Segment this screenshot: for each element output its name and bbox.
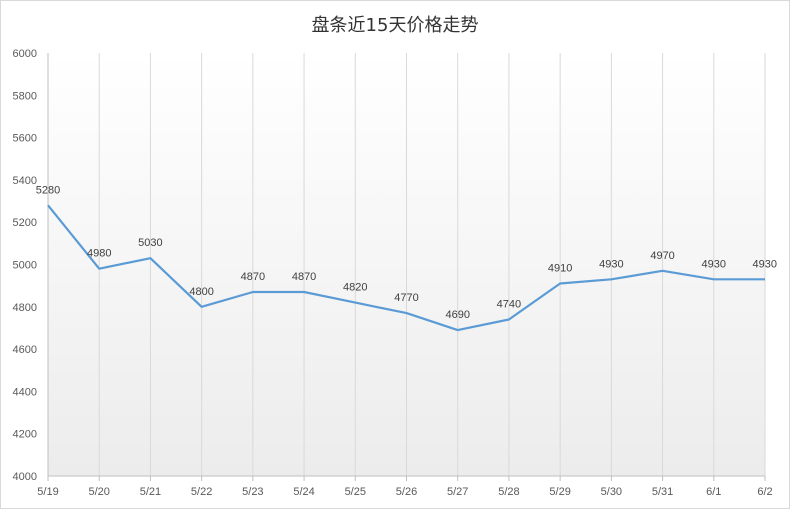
data-label: 4980 <box>87 248 111 260</box>
y-tick-label: 6000 <box>13 48 37 60</box>
data-label: 4770 <box>394 292 418 304</box>
x-tick-label: 5/29 <box>549 486 570 498</box>
data-label: 5280 <box>36 184 60 196</box>
y-tick-label: 5600 <box>13 133 37 145</box>
price-line <box>47 204 765 332</box>
x-tick-label: 5/19 <box>37 486 58 498</box>
x-tick-label: 5/30 <box>601 486 622 498</box>
data-label: 4930 <box>702 258 726 270</box>
x-tick-label: 6/1 <box>706 486 721 498</box>
series-line <box>47 204 765 332</box>
data-label: 4930 <box>599 258 623 270</box>
y-tick-label: 5200 <box>13 217 37 229</box>
data-label: 4740 <box>497 298 521 310</box>
data-label: 4970 <box>650 250 674 262</box>
data-label: 4910 <box>548 263 572 275</box>
data-labels: 5280 4980 5030 4800 4870 4870 4820 4770 4690 4740… <box>36 184 777 321</box>
x-tick-label: 5/26 <box>396 486 417 498</box>
y-tick-label: 4000 <box>13 471 37 483</box>
y-tick-label: 5800 <box>13 90 37 102</box>
x-tick-label: 5/21 <box>140 486 161 498</box>
data-label: 4930 <box>753 258 777 270</box>
data-label: 4870 <box>241 271 265 283</box>
x-tick-label: 5/24 <box>293 486 314 498</box>
x-axis-ticks: 5/19 5/20 5/21 5/22 5/23 5/24 5/25 5/26 5/27 5/28… <box>37 476 773 498</box>
data-label: 5030 <box>138 237 162 249</box>
x-tick-label: 5/27 <box>447 486 468 498</box>
x-tick-label: 5/31 <box>652 486 673 498</box>
data-label: 4820 <box>343 282 367 294</box>
x-tick-label: 5/28 <box>498 486 519 498</box>
y-tick-label: 5400 <box>13 175 37 187</box>
x-tick-label: 5/25 <box>345 486 366 498</box>
y-tick-label: 4800 <box>13 302 37 314</box>
grid-lines <box>98 53 766 476</box>
y-tick-label: 5000 <box>13 260 37 272</box>
data-label: 4800 <box>189 286 213 298</box>
x-tick-label: 6/2 <box>757 486 772 498</box>
y-tick-label: 4400 <box>13 386 37 398</box>
y-tick-label: 4200 <box>13 429 37 441</box>
data-label: 4690 <box>445 309 469 321</box>
x-tick-label: 5/23 <box>242 486 263 498</box>
chart-title: 盘条近15天价格走势 <box>311 15 479 36</box>
y-axis-ticks: 4000 4200 4400 4600 4800 5000 5200 5400 5600 5800… <box>13 48 37 483</box>
y-tick-label: 4600 <box>13 344 37 356</box>
x-tick-label: 5/22 <box>191 486 212 498</box>
data-label: 4870 <box>292 271 316 283</box>
x-tick-label: 5/20 <box>89 486 110 498</box>
